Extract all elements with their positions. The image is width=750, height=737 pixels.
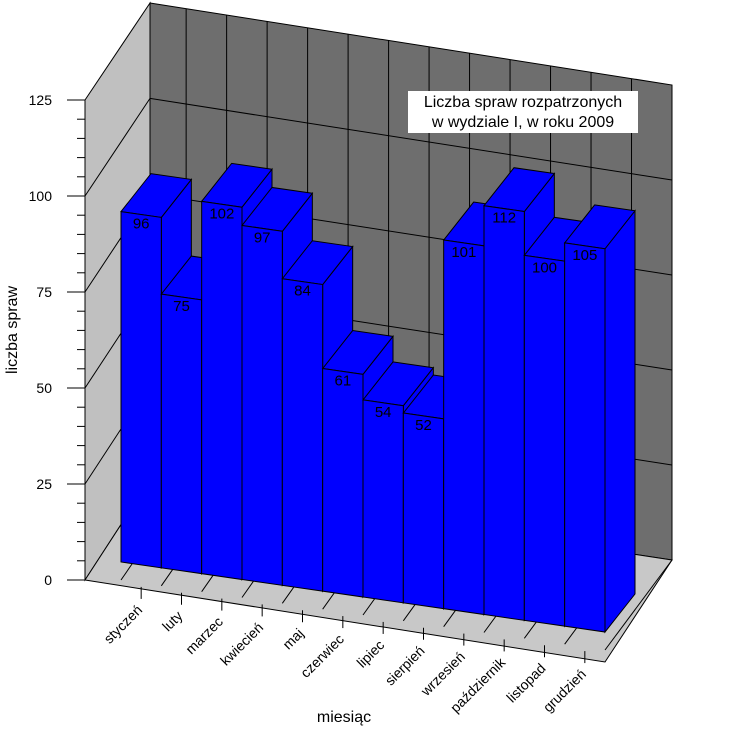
x-tick-label: listopad [503,660,548,705]
bar-front-face [443,239,485,616]
y-axis-title: liczba spraw [4,286,21,374]
chart-title: Liczba spraw rozpatrzonych w wydziale I,… [408,91,638,133]
y-tick-label: 100 [29,188,53,204]
bar-front-face [322,367,364,598]
bar-value-label: 105 [572,247,597,264]
x-tick-label: lipiec [353,637,387,671]
x-tick-label: luty [159,608,186,635]
chart-title-line-1: Liczba spraw rozpatrzonych [424,94,622,111]
bar-front-face [241,224,283,586]
bars: 96 75 102 97 84 61 54 52 101 112 100 105 [120,162,636,634]
bar-front-face [564,242,606,633]
x-axis-title: miesiąc [317,709,371,726]
y-tick-label: 50 [36,380,52,396]
bar-value-label: 61 [334,373,351,390]
x-tick-label: sierpień [382,643,428,689]
bar-front-face [281,278,324,592]
side-wall-gridline [84,98,151,197]
bar-value-label: 112 [492,210,516,227]
bar-front-face [523,254,566,627]
bar-side-face [604,209,636,634]
bar-front-face [402,412,445,610]
x-tick-label: styczeń [100,602,145,647]
bar-front-face [201,200,243,581]
x-tick-label: grudzień [540,666,589,715]
bar-front-face [160,293,203,575]
bar-value-label: 100 [532,259,557,276]
back-wall-gridline [149,97,673,181]
chart-title-background [408,91,638,133]
y-tick-label: 125 [29,92,53,108]
chart-title-line-2: w wydziale I, w roku 2009 [431,114,614,131]
y-tick-label: 0 [44,572,52,588]
x-tick-label: marzec [182,613,226,657]
floor-gridline [604,559,673,651]
y-axis: 0 25 50 75 100 125 [29,92,86,588]
bar-front-face [120,211,162,569]
bar-front-face [362,399,404,604]
y-tick-label: 75 [36,284,52,300]
bar-value-label: 97 [254,229,271,246]
bar-value-label: 54 [375,404,392,421]
bar-value-label: 102 [209,205,234,222]
bar-value-label: 75 [173,298,190,315]
bar-value-label: 84 [294,283,311,300]
x-tick-label: kwiecień [217,619,266,668]
x-tick-label: maj [279,625,306,652]
y-tick-label: 25 [36,476,52,492]
bar-value-label: 52 [415,417,432,434]
bar-value-label: 101 [451,244,476,261]
bar-front-face [483,205,525,621]
bar-value-label: 96 [133,216,150,233]
bar: 105 [563,204,636,634]
